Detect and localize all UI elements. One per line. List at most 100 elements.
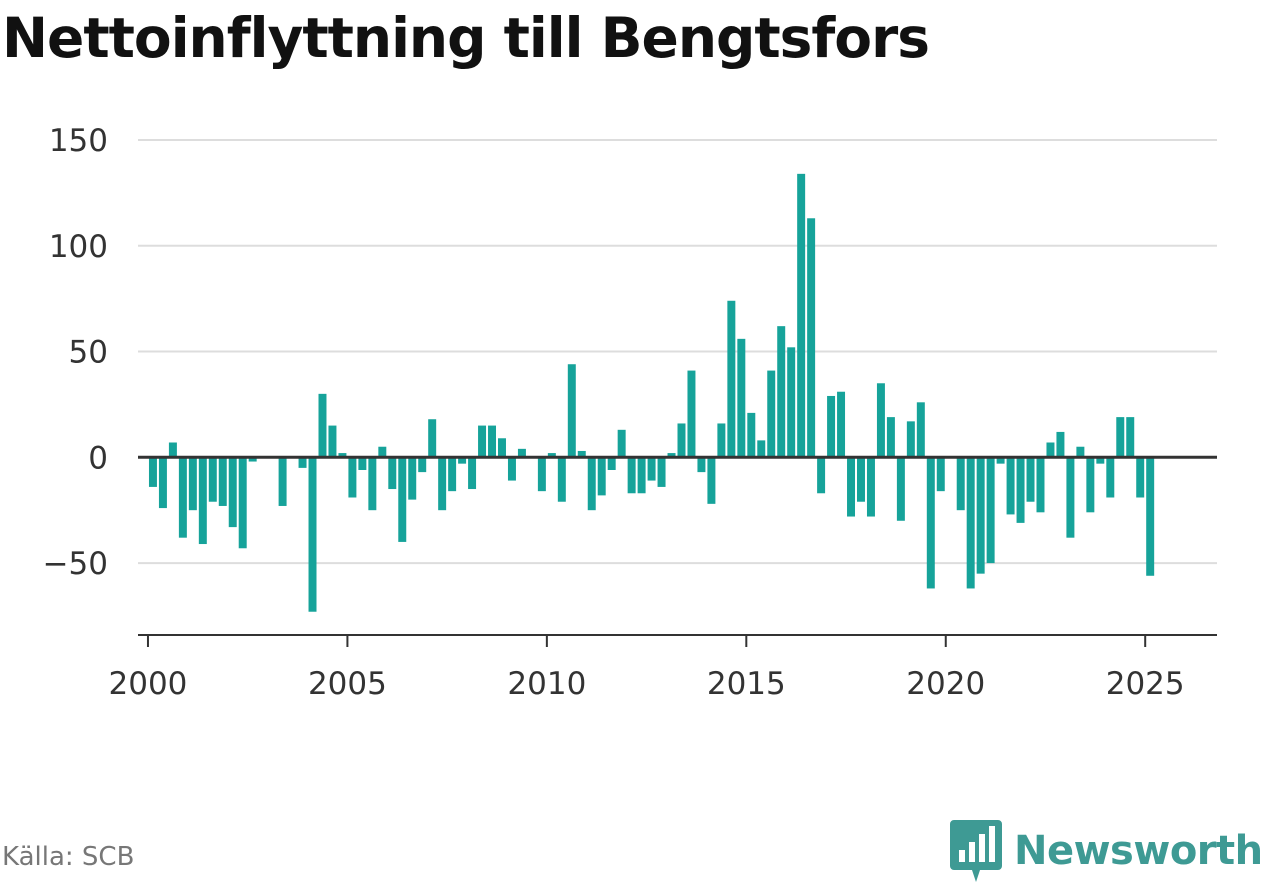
x-tick-label: 2015 bbox=[707, 666, 786, 702]
bar bbox=[857, 457, 865, 502]
bar bbox=[827, 395, 836, 458]
x-tick-label: 2010 bbox=[507, 666, 586, 702]
bar bbox=[657, 457, 666, 487]
bar bbox=[687, 370, 696, 458]
bar bbox=[1016, 457, 1025, 523]
bar bbox=[438, 457, 447, 511]
bar bbox=[837, 391, 846, 458]
bar bbox=[627, 457, 636, 494]
bar bbox=[1146, 457, 1155, 576]
bar bbox=[308, 457, 317, 612]
bar bbox=[936, 457, 945, 492]
x-axis-labels: 2000 2005 2010 2015 2020 2025 bbox=[109, 666, 1185, 702]
bar bbox=[537, 457, 546, 492]
x-tick-label: 2025 bbox=[1106, 666, 1185, 702]
newsworthy-logo: Newsworthy bbox=[950, 820, 1262, 882]
bar bbox=[1086, 457, 1095, 513]
bar bbox=[607, 457, 616, 470]
bar bbox=[358, 457, 367, 470]
y-tick-label: 0 bbox=[88, 440, 108, 476]
bar bbox=[458, 457, 467, 464]
bar bbox=[847, 457, 856, 517]
bar bbox=[906, 421, 915, 458]
x-tick-label: 2020 bbox=[906, 666, 985, 702]
bar bbox=[517, 448, 526, 458]
gridlines bbox=[138, 139, 1217, 565]
bar bbox=[328, 425, 337, 458]
bar bbox=[717, 423, 726, 458]
bar bbox=[996, 457, 1005, 464]
brand-name: Newsworthy bbox=[1014, 828, 1262, 874]
bar bbox=[1106, 457, 1115, 498]
bar bbox=[1006, 457, 1015, 515]
bar bbox=[727, 300, 736, 458]
bar bbox=[418, 457, 427, 473]
y-tick-label: 150 bbox=[49, 123, 108, 159]
bar bbox=[1126, 417, 1135, 458]
bar bbox=[547, 453, 556, 458]
y-tick-label: 100 bbox=[49, 229, 108, 265]
bar bbox=[158, 457, 167, 509]
bar bbox=[1116, 417, 1125, 458]
bar bbox=[697, 457, 706, 473]
x-tick-label: 2005 bbox=[308, 666, 387, 702]
bar bbox=[587, 457, 596, 511]
bar bbox=[278, 457, 287, 506]
bar bbox=[956, 457, 965, 511]
bar bbox=[677, 423, 686, 458]
bar bbox=[807, 218, 816, 458]
bar bbox=[378, 446, 387, 458]
bar bbox=[238, 457, 247, 549]
bar bbox=[747, 412, 756, 458]
bar bbox=[1066, 457, 1075, 538]
bar bbox=[667, 453, 676, 458]
bar bbox=[886, 417, 895, 458]
y-tick-label: 50 bbox=[69, 335, 108, 371]
bar bbox=[896, 457, 905, 521]
bar bbox=[1076, 446, 1085, 458]
bar bbox=[597, 457, 606, 496]
bar bbox=[817, 457, 826, 494]
y-tick-label: −50 bbox=[43, 546, 108, 582]
bar bbox=[338, 453, 347, 458]
bar bbox=[567, 364, 576, 458]
bar bbox=[866, 457, 875, 517]
bar bbox=[966, 457, 975, 589]
bar bbox=[926, 457, 935, 589]
bar bbox=[1096, 457, 1105, 464]
axes bbox=[138, 455, 1217, 647]
x-tick-label: 2000 bbox=[109, 666, 188, 702]
bar bbox=[148, 457, 157, 487]
bar bbox=[507, 457, 516, 481]
bar bbox=[617, 429, 626, 458]
y-axis-labels: −50 0 50 100 150 bbox=[43, 123, 108, 582]
bar bbox=[647, 457, 656, 481]
bar bbox=[188, 457, 197, 511]
bar bbox=[478, 425, 487, 458]
bar bbox=[468, 457, 477, 490]
bars bbox=[148, 173, 1155, 612]
chart-title: Nettoinflyttning till Bengtsfors bbox=[2, 6, 930, 70]
bar bbox=[248, 457, 257, 462]
bar bbox=[408, 457, 417, 500]
bar bbox=[557, 457, 566, 502]
source-note: Källa: SCB bbox=[2, 842, 135, 872]
bar bbox=[1136, 457, 1145, 498]
bar bbox=[916, 402, 925, 458]
bar bbox=[1036, 457, 1045, 513]
bar bbox=[178, 457, 187, 538]
bar bbox=[318, 393, 327, 458]
bar bbox=[428, 419, 437, 458]
bar bbox=[1056, 431, 1065, 458]
bar bbox=[388, 457, 397, 490]
bar bbox=[198, 457, 207, 545]
bar bbox=[986, 457, 995, 564]
bar bbox=[757, 440, 766, 458]
bar bbox=[976, 457, 985, 574]
bar bbox=[1026, 457, 1035, 502]
bar bbox=[737, 338, 746, 458]
bar bbox=[218, 457, 227, 506]
bar bbox=[368, 457, 377, 511]
newsworthy-logo-icon bbox=[950, 820, 1002, 882]
